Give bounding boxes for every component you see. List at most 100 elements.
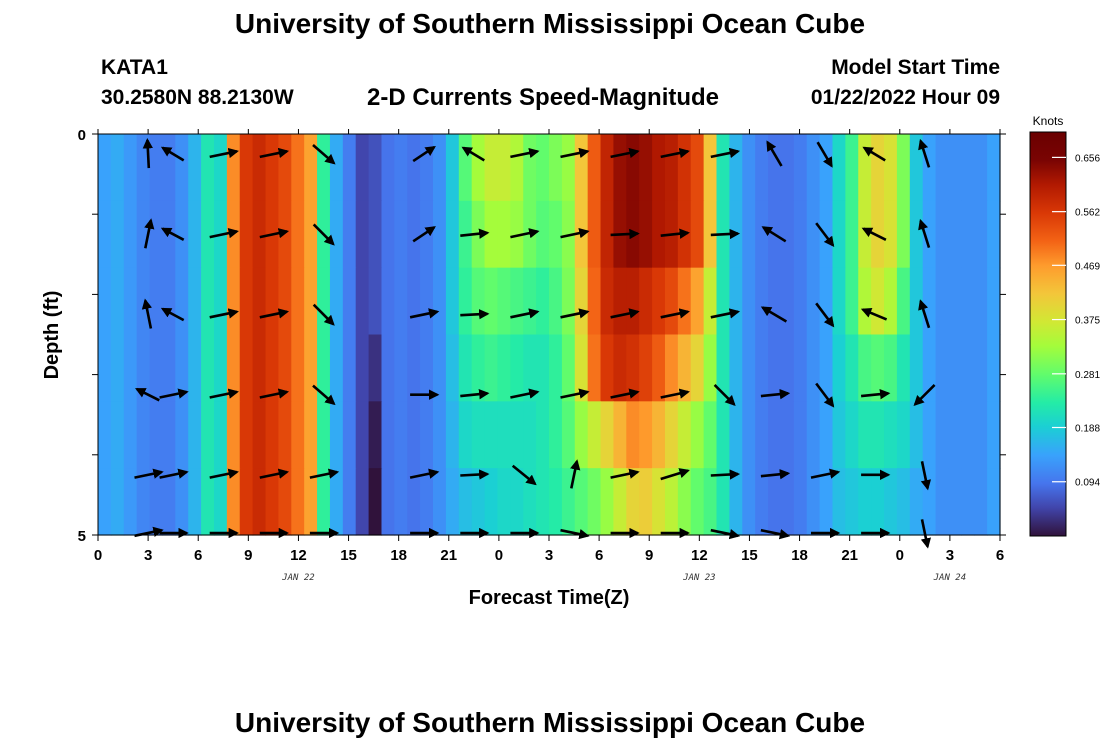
current-vector-arrow [259, 388, 290, 399]
heatmap-cell [510, 267, 524, 336]
heatmap-cell [716, 334, 730, 402]
heatmap-cell [98, 200, 112, 269]
heatmap-cell [304, 334, 318, 402]
heatmap-cell [626, 267, 640, 336]
heatmap-cell [265, 334, 279, 402]
current-vector-arrow [860, 388, 891, 400]
date-label: JAN 22 [281, 573, 315, 583]
current-vector-arrow [610, 147, 640, 159]
current-vector-arrow [560, 308, 590, 319]
current-vector-arrow [610, 468, 640, 479]
heatmap-cell [497, 134, 511, 202]
heatmap-cell [381, 468, 395, 536]
date-label: JAN 24 [933, 573, 967, 583]
heatmap-cell [664, 334, 679, 402]
heatmap-cell [587, 134, 602, 202]
heatmap-cell [780, 334, 795, 402]
x-tick-label: 9 [645, 547, 653, 564]
heatmap-cell [510, 468, 524, 536]
colorbar-gradient [1029, 131, 1067, 537]
current-vector-arrow [660, 147, 690, 159]
heatmap-cell [935, 334, 950, 402]
y-tick-label: 0 [78, 127, 86, 144]
heatmap-cell [458, 334, 473, 402]
heatmap-cell [368, 200, 383, 269]
heatmap-cell [188, 334, 202, 402]
heatmap-cell [407, 200, 421, 269]
heatmap-cell [574, 334, 589, 402]
heatmap-cell [703, 468, 718, 536]
heatmap-cell [536, 401, 550, 469]
heatmap-cell [871, 334, 885, 402]
heatmap-cell [188, 267, 202, 336]
heatmap-cell [304, 401, 318, 469]
page-title: University of Southern Mississippi Ocean… [234, 8, 866, 39]
heatmap-cell [329, 468, 344, 536]
heatmap-cell [188, 200, 202, 269]
heatmap-cell [278, 334, 292, 402]
y-axis-label: Depth (ft) [41, 291, 63, 380]
current-vector-arrow [918, 218, 931, 248]
model-start-label: Model Start Time [831, 56, 1000, 79]
heatmap-cell [239, 468, 254, 536]
heatmap-cell [407, 468, 421, 536]
heatmap-cell [291, 134, 305, 202]
current-vector-arrow [920, 519, 932, 549]
heatmap-cell [342, 401, 357, 469]
current-vector-arrow [309, 468, 340, 479]
heatmap-cell [252, 134, 267, 202]
heatmap-cell [806, 134, 821, 202]
heatmap-cell [342, 267, 357, 336]
chart-subtitle: 2-D Currents Speed-Magnitude [367, 84, 720, 111]
heatmap-cell [110, 200, 125, 269]
heatmap-cell [445, 468, 460, 536]
heatmap-cell [497, 468, 511, 536]
heatmap-cell [278, 134, 292, 202]
heatmap-cell [909, 267, 924, 336]
current-vector-arrow [560, 388, 590, 399]
heatmap-cell [845, 334, 859, 402]
heatmap-cell [896, 134, 911, 202]
x-axis-label: Forecast Time(Z) [469, 587, 630, 609]
heatmap-cell [188, 134, 202, 202]
heatmap-cell [445, 267, 460, 336]
model-start-value: 01/22/2022 Hour 09 [810, 86, 1000, 109]
heatmap-cell [329, 267, 344, 336]
current-vector-arrow [409, 468, 440, 479]
heatmap-cell [355, 267, 370, 336]
heatmap-cell [201, 200, 215, 269]
heatmap-cell [819, 401, 834, 469]
heatmap-cell [819, 334, 834, 402]
heatmap-cell [819, 134, 834, 202]
current-vector-arrow [560, 528, 590, 540]
heatmap-cell [536, 468, 550, 536]
heatmap-cell [652, 200, 666, 269]
heatmap-cell [664, 468, 679, 536]
current-vector-arrow [610, 228, 640, 240]
current-vector-arrow [816, 141, 833, 168]
heatmap-cell [420, 468, 434, 536]
heatmap-cell [987, 267, 1001, 336]
heatmap-cell [729, 334, 743, 402]
colorbar: Knots 0.094 0.188 0.281 0.375 0.469 0.562 0.65… [1029, 114, 1100, 537]
x-tick-label: 0 [495, 547, 503, 564]
heatmap-cell [98, 401, 112, 469]
heatmap-cell [768, 401, 782, 469]
heatmap-cell [317, 468, 331, 536]
current-vector-arrow [861, 227, 887, 241]
heatmap-cell [806, 468, 821, 536]
current-vector-arrow [660, 228, 690, 239]
heatmap-cell [909, 468, 924, 536]
heatmap-cell [935, 134, 950, 202]
x-tick-label: 6 [996, 547, 1004, 564]
current-vector-arrow [815, 302, 835, 328]
heatmap-cell [639, 267, 653, 336]
heatmap-cell [433, 401, 447, 469]
current-vector-arrow [610, 308, 640, 319]
heatmap-cell [871, 134, 885, 202]
heatmap-cell [471, 134, 486, 202]
heatmap-cell [974, 200, 988, 269]
heatmap-cell [922, 134, 937, 202]
heatmap-cell [832, 134, 846, 202]
